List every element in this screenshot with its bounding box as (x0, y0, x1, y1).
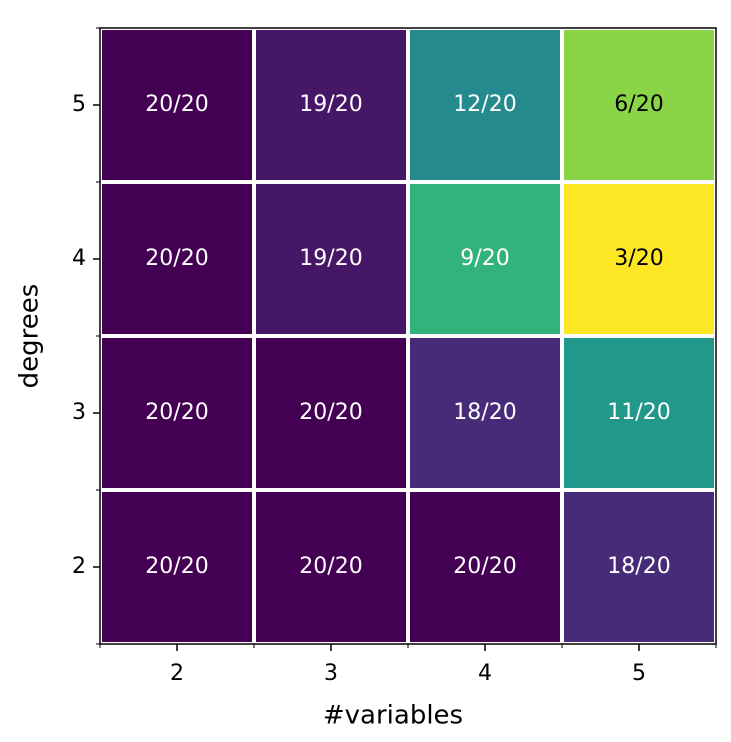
cell-label: 20/20 (299, 400, 362, 425)
cell-label: 20/20 (145, 92, 208, 117)
heatmap-cell (252, 26, 410, 184)
y-tick-label: 2 (72, 554, 86, 579)
heatmap-cell (252, 488, 410, 646)
cell-label: 20/20 (145, 554, 208, 579)
cell-label: 20/20 (145, 246, 208, 271)
heatmap-cell (252, 180, 410, 338)
cell-label: 11/20 (607, 400, 670, 425)
heatmap-cell (560, 488, 718, 646)
cell-label: 6/20 (614, 92, 663, 117)
cell-label: 12/20 (453, 92, 516, 117)
y-axis-label: degrees (15, 284, 45, 389)
x-tick-label: 5 (632, 661, 646, 686)
cell-label: 3/20 (614, 246, 663, 271)
cell-label: 20/20 (453, 554, 516, 579)
heatmap-cell (560, 180, 718, 338)
cell-label: 19/20 (299, 92, 362, 117)
y-tick-label: 4 (72, 246, 86, 271)
y-tick-label: 5 (72, 92, 86, 117)
x-tick-label: 2 (170, 661, 184, 686)
heatmap-cell (252, 334, 410, 492)
cell-label: 20/20 (145, 400, 208, 425)
cell-label: 9/20 (460, 246, 509, 271)
cell-label: 20/20 (299, 554, 362, 579)
cell-label: 19/20 (299, 246, 362, 271)
heatmap-cell (560, 334, 718, 492)
cell-label: 18/20 (607, 554, 670, 579)
x-axis-label: #variables (323, 701, 463, 731)
cell-label: 18/20 (453, 400, 516, 425)
x-tick-label: 3 (324, 661, 338, 686)
x-tick-label: 4 (478, 661, 492, 686)
y-tick-label: 3 (72, 400, 86, 425)
